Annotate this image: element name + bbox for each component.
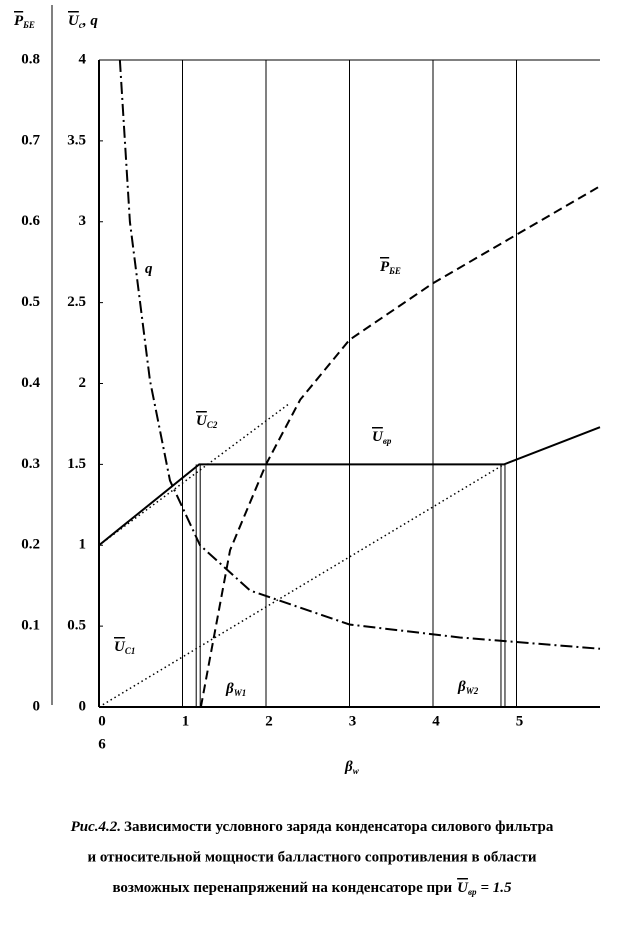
symbol-main: U [196,413,208,429]
x-tick-label: 3 [349,713,357,729]
series-line [98,426,601,547]
y-tick-label: 0.5 [67,618,86,634]
caption-text: Зависимости условного заряда конденсатор… [124,819,554,835]
symbol-main: P [380,259,390,275]
caption-sym: U [457,880,469,896]
symbol-label: UC1 [114,639,135,656]
symbol-sub: w [353,766,360,776]
series-line [118,59,601,650]
series-line [98,463,505,708]
caption-line: возможных перенапряжений на конденсаторе… [112,880,512,897]
y-tick-label: 3.5 [67,132,86,148]
series-line [199,185,601,708]
symbol-label: Uc, q [68,13,98,30]
y2-tick-label: 0 [33,698,41,714]
x-tick-label: 0 [98,713,106,729]
caption-line: Рис.4.2. Зависимости условного заряда кон… [71,819,554,835]
symbol-sub: БЕ [388,266,401,276]
symbol-label: βW2 [457,679,479,696]
symbol-main: U [372,429,384,445]
y-tick-label: 1.5 [67,456,86,472]
x-tick-label: 4 [432,713,440,729]
y2-tick-label: 0.6 [21,213,40,229]
symbol-main: U [114,639,126,655]
y2-tick-label: 0.5 [21,294,40,310]
symbol-label: UC2 [196,413,218,430]
symbol-main: U [68,13,80,29]
caption-sym-sub: вр [468,887,477,897]
symbol-main: P [14,13,24,29]
y2-tick-label: 0.2 [21,537,40,553]
caption-line: и относительной мощности балластного соп… [87,849,536,865]
symbol-sub: c [79,20,83,30]
symbol-sub: вр [383,436,392,446]
series-line [98,402,291,546]
y-tick-label: 3 [79,213,87,229]
symbol-main: q [145,261,153,277]
y2-tick-label: 0.3 [21,456,40,472]
symbol-sub: W1 [234,688,247,698]
symbol-label: PБЕ [14,13,35,30]
symbol-sub: БЕ [22,20,35,30]
symbol-rest: , q [82,13,99,29]
x-extra-label: 6 [98,736,106,752]
symbol-sub: W2 [466,686,479,696]
caption-tail: = 1.5 [480,880,512,896]
y-tick-label: 2 [79,375,87,391]
symbol-label: PБЕ [380,259,401,276]
y2-tick-label: 0.7 [21,132,40,148]
y-tick-label: 1 [79,537,87,553]
x-tick-label: 5 [516,713,524,729]
x-tick-label: 2 [265,713,273,729]
symbol-label: βW1 [225,681,246,698]
symbol-sub: C1 [125,646,136,656]
y-tick-label: 4 [79,51,87,67]
y-tick-label: 0 [79,698,87,714]
symbol-main: β [457,679,466,695]
y-tick-label: 2.5 [67,294,86,310]
caption-fig: Рис.4.2. [71,819,121,835]
y2-tick-label: 0.4 [21,375,40,391]
caption-text: возможных перенапряжений на конденсаторе… [112,880,452,896]
symbol-label: βw [344,759,360,776]
y2-tick-label: 0.8 [21,51,40,67]
symbol-label: Uвр [372,429,392,446]
y2-tick-label: 0.1 [21,618,40,634]
symbol-main: β [225,681,234,697]
symbol-main: β [344,759,353,775]
symbol-label: q [145,261,153,277]
x-tick-label: 1 [182,713,190,729]
symbol-sub: C2 [207,420,218,430]
